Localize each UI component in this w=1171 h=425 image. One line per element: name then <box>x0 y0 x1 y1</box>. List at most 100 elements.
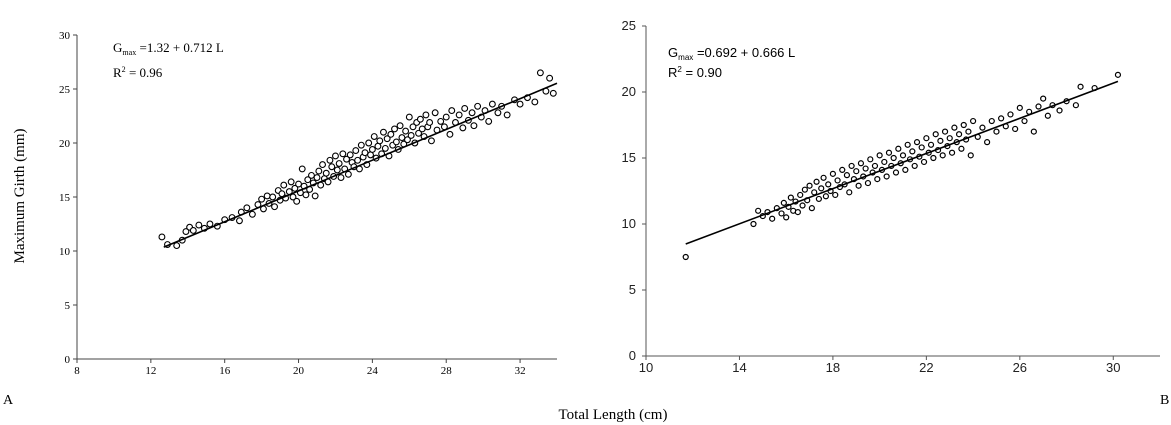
panel-b-chart: 0 5 10 15 20 25 10 14 18 22 26 30 Gmax =0.692 + 0.66… <box>622 18 1160 375</box>
shared-ylabel: Maximum Girth (mm) <box>12 129 28 264</box>
data-point-b <box>843 172 851 179</box>
data-point-b <box>848 162 855 170</box>
data-point-a <box>343 155 350 163</box>
data-point-a <box>494 109 502 117</box>
y-tick-label-b: 20 <box>622 84 636 99</box>
data-point-a <box>370 133 378 140</box>
data-point-a <box>243 204 251 212</box>
data-point-b <box>794 209 801 216</box>
data-point-b <box>1044 112 1051 119</box>
data-point-b <box>780 199 787 206</box>
data-point-b <box>787 194 794 201</box>
data-point-b <box>998 115 1005 122</box>
data-point-a <box>383 135 391 143</box>
data-point-a <box>368 146 376 153</box>
y-tick-label-b: 10 <box>622 216 636 231</box>
data-point-a <box>313 174 321 182</box>
data-point-b <box>832 191 839 199</box>
data-point-a <box>236 217 243 225</box>
y-tick-label-b: 5 <box>629 282 636 297</box>
data-point-b <box>939 152 946 159</box>
data-point-a <box>402 127 410 135</box>
data-point-b <box>864 179 872 187</box>
data-point-a <box>308 171 315 179</box>
data-point-b <box>948 149 956 156</box>
data-point-b <box>871 162 879 170</box>
data-point-b <box>1035 103 1042 110</box>
data-point-b <box>895 145 902 152</box>
r-squared-label-a: R2 = 0.96 <box>113 65 163 80</box>
data-point-a <box>311 192 319 200</box>
data-point-a <box>295 180 302 188</box>
data-point-b <box>899 152 907 159</box>
data-point-b <box>778 210 785 217</box>
data-point-b <box>799 202 806 209</box>
r-squared-label-b: R2 = 0.90 <box>668 65 722 80</box>
x-tick-label-a: 20 <box>293 365 305 377</box>
data-point-b <box>797 191 804 199</box>
data-point-b <box>911 162 918 170</box>
data-point-b <box>920 158 928 166</box>
data-point-b <box>808 205 815 212</box>
data-point-a <box>474 102 482 110</box>
panel-a-chart: 0 5 10 15 20 25 30 8 12 16 20 24 28 32 Gmax =1.32 + 0.… <box>59 30 558 377</box>
data-point-a <box>446 130 454 138</box>
data-point-a <box>346 151 354 159</box>
data-point-a <box>546 74 554 82</box>
data-point-a <box>426 119 434 126</box>
data-point-a <box>461 104 469 112</box>
data-point-a <box>339 150 347 158</box>
y-tick-label-b: 25 <box>622 18 636 33</box>
data-point-b <box>862 165 869 172</box>
y-tick-label-a: 15 <box>59 192 71 204</box>
data-point-b <box>923 135 930 142</box>
data-point-b <box>829 170 837 177</box>
data-point-a <box>459 124 467 132</box>
data-point-a <box>549 89 557 97</box>
data-point-b <box>818 185 825 192</box>
data-point-b <box>969 117 977 125</box>
data-point-a <box>431 109 439 117</box>
data-point-a <box>333 166 341 174</box>
data-point-b <box>937 137 944 144</box>
data-point-b <box>876 152 883 159</box>
data-point-a <box>182 228 190 236</box>
data-point-a <box>387 130 395 138</box>
data-point-a <box>335 160 343 167</box>
panel-label-a: A <box>3 393 14 408</box>
data-point-a <box>328 163 336 171</box>
data-point-a <box>302 191 310 199</box>
data-point-a <box>468 109 476 117</box>
x-tick-label-b: 18 <box>826 360 840 375</box>
data-point-b <box>825 181 832 188</box>
equation-label-a: Gmax =1.32 + 0.712 L <box>113 40 224 57</box>
data-point-b <box>1072 102 1079 109</box>
data-point-b <box>846 189 853 196</box>
data-point-a <box>206 220 214 228</box>
data-point-b <box>811 189 818 196</box>
data-point-b <box>958 145 965 152</box>
data-point-b <box>855 182 862 189</box>
regression-line-b <box>685 80 1119 245</box>
data-point-a <box>488 100 496 108</box>
data-point-a <box>278 190 286 198</box>
data-point-b <box>1012 125 1019 133</box>
data-point-a <box>361 149 369 157</box>
data-point-a <box>189 227 197 234</box>
data-point-a <box>428 137 435 145</box>
data-point-a <box>263 192 271 200</box>
data-point-a <box>448 107 456 115</box>
data-point-a <box>158 233 166 241</box>
x-tick-label-b: 30 <box>1106 360 1120 375</box>
data-point-a <box>416 115 424 123</box>
data-point-b <box>913 139 921 146</box>
x-tick-label-b: 10 <box>639 360 653 375</box>
data-point-b <box>881 158 888 166</box>
data-point-b <box>988 117 995 125</box>
data-point-a <box>332 152 339 160</box>
data-point-b <box>904 141 911 148</box>
data-point-a <box>287 178 295 186</box>
data-point-a <box>337 174 345 182</box>
data-point-b <box>857 160 865 167</box>
